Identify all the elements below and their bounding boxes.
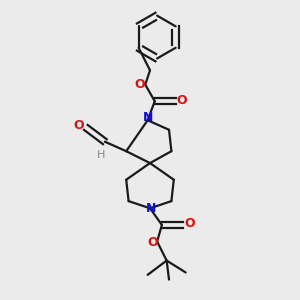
Text: O: O <box>184 217 194 230</box>
Text: N: N <box>146 202 156 215</box>
Text: O: O <box>147 236 158 249</box>
Text: N: N <box>142 111 153 124</box>
Text: O: O <box>134 78 145 91</box>
Text: O: O <box>177 94 188 106</box>
Text: H: H <box>97 150 105 160</box>
Text: O: O <box>74 118 84 131</box>
